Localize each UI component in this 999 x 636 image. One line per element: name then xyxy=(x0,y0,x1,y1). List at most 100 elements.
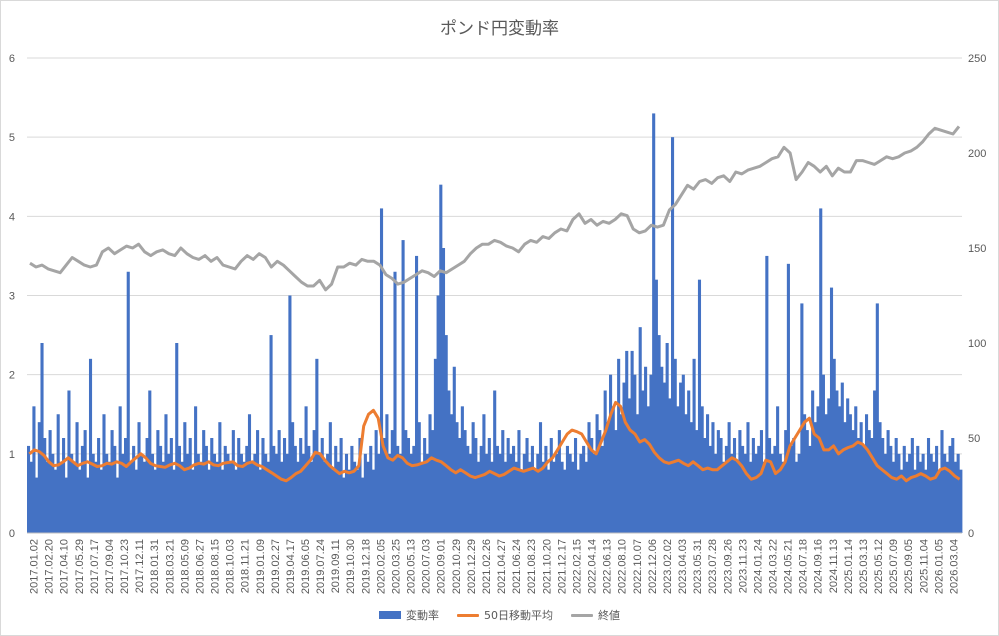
volatility-bar xyxy=(107,461,111,533)
volatility-bar xyxy=(929,453,933,533)
volatility-bar xyxy=(501,430,505,533)
x-tick-label: 2020.03.25 xyxy=(391,539,403,594)
volatility-bar xyxy=(476,461,481,533)
volatility-bar xyxy=(479,445,483,533)
volatility-bar xyxy=(253,453,257,533)
volatility-bar xyxy=(331,469,335,533)
volatility-bar xyxy=(361,477,365,533)
x-tick-label: 2018.11.21 xyxy=(240,539,252,593)
volatility-bar xyxy=(649,374,653,533)
volatility-bar xyxy=(35,477,39,533)
volatility-bar xyxy=(167,453,171,533)
volatility-bar xyxy=(159,445,163,533)
volatility-bar xyxy=(792,438,796,533)
volatility-bar xyxy=(565,445,569,533)
volatility-bar xyxy=(27,445,31,533)
volatility-bar xyxy=(83,430,87,533)
volatility-bar xyxy=(670,137,675,533)
volatility-bar xyxy=(549,438,553,533)
volatility-bar xyxy=(875,303,879,533)
volatility-bar xyxy=(382,438,386,533)
volatility-bar xyxy=(102,414,106,533)
volatility-bar xyxy=(913,469,917,533)
volatility-bar xyxy=(40,343,44,533)
volatility-bar xyxy=(641,390,645,533)
volatility-bar xyxy=(665,343,669,533)
volatility-bar xyxy=(161,461,165,533)
volatility-bar xyxy=(355,469,359,533)
legend-label-bars: 変動率 xyxy=(406,609,439,622)
volatility-bar xyxy=(425,453,429,533)
volatility-bar xyxy=(137,422,141,533)
volatility-bar xyxy=(576,469,580,533)
volatility-bar xyxy=(121,453,125,533)
volatility-bar xyxy=(328,422,332,533)
y-left-tick-label: 6 xyxy=(9,53,15,65)
volatility-bar xyxy=(819,208,823,533)
volatility-bar xyxy=(428,414,432,533)
y-right-tick-label: 150 xyxy=(968,243,986,255)
x-tick-label: 2018.06.27 xyxy=(194,539,206,594)
volatility-bar xyxy=(627,398,631,533)
volatility-bar xyxy=(256,430,260,533)
volatility-bar xyxy=(805,430,809,533)
volatility-bar xyxy=(358,438,362,533)
x-tick-label: 2020.10.29 xyxy=(451,539,463,594)
volatility-bar xyxy=(813,422,817,533)
volatility-bar xyxy=(886,430,890,533)
volatility-bar xyxy=(417,422,421,533)
volatility-bar xyxy=(878,422,882,533)
volatility-bar xyxy=(654,279,658,533)
volatility-bar xyxy=(571,461,575,533)
x-tick-label: 2019.07.24 xyxy=(315,539,327,594)
volatility-bar xyxy=(762,461,766,533)
volatility-bar xyxy=(676,406,680,533)
volatility-bar xyxy=(854,406,858,533)
volatility-bar xyxy=(196,453,200,533)
volatility-bar xyxy=(266,461,270,533)
volatility-bar xyxy=(404,430,408,533)
volatility-bar xyxy=(296,461,300,533)
volatility-bar xyxy=(770,453,774,533)
volatility-bar xyxy=(528,461,532,533)
x-tick-label: 2022.10.07 xyxy=(632,539,644,594)
y-right-tick-label: 250 xyxy=(968,53,986,65)
y-right-tick-label: 200 xyxy=(968,148,986,160)
volatility-bar xyxy=(600,445,605,533)
volatility-bar xyxy=(846,398,850,533)
volatility-bar xyxy=(506,438,510,533)
volatility-bar xyxy=(51,453,55,533)
volatility-bar xyxy=(943,453,947,533)
volatility-bar xyxy=(754,453,758,533)
volatility-bar xyxy=(431,430,435,533)
volatility-bar xyxy=(336,461,340,533)
y-left-tick-label: 5 xyxy=(9,132,15,144)
x-tick-label: 2019.09.11 xyxy=(330,539,342,593)
volatility-bar xyxy=(53,469,58,533)
volatility-bar xyxy=(908,453,912,533)
volatility-bar xyxy=(226,453,230,533)
volatility-bar xyxy=(153,469,157,533)
volatility-bar xyxy=(185,453,190,533)
volatility-bar xyxy=(924,469,928,533)
volatility-bar xyxy=(353,461,357,533)
volatility-bar xyxy=(62,438,66,533)
volatility-bar xyxy=(520,469,524,533)
y-right-tick-label: 0 xyxy=(968,528,974,540)
volatility-bar xyxy=(711,422,715,533)
x-tick-label: 2026.01.05 xyxy=(933,539,945,594)
volatility-bar xyxy=(350,445,354,533)
volatility-bar xyxy=(188,438,192,533)
y-left-tick-label: 4 xyxy=(9,211,15,223)
volatility-bar xyxy=(735,461,739,533)
x-tick-label: 2024.01.24 xyxy=(752,539,764,594)
volatility-bar xyxy=(393,271,397,533)
volatility-bar xyxy=(945,461,949,533)
x-tick-label: 2017.10.23 xyxy=(119,539,131,594)
volatility-bar xyxy=(309,461,314,533)
volatility-bar xyxy=(75,422,79,533)
volatility-bar xyxy=(905,461,909,533)
volatility-bar xyxy=(784,430,788,533)
volatility-bar xyxy=(743,453,747,533)
volatility-bar xyxy=(541,461,545,533)
